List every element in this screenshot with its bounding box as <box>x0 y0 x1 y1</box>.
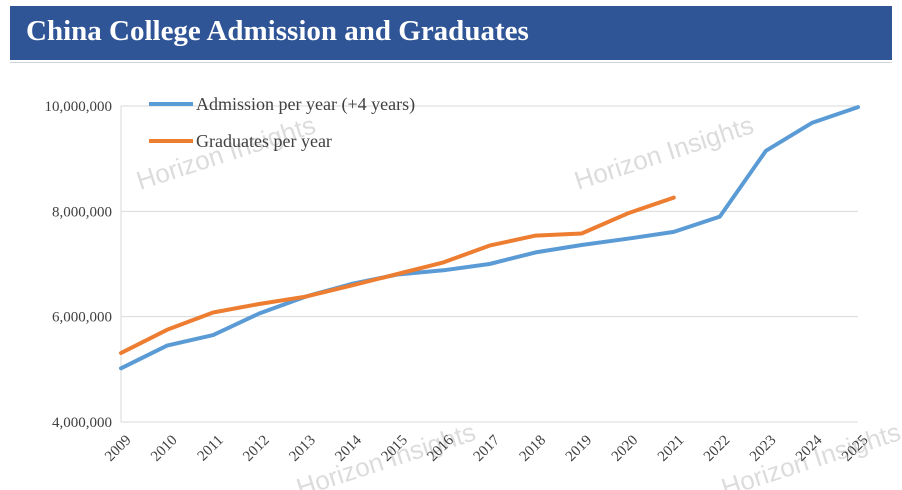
y-axis-ticks: 4,000,000 6,000,000 8,000,000 10,000,000 <box>45 99 113 431</box>
y-tick-label: 10,000,000 <box>45 99 113 115</box>
x-tick-label: 2021 <box>655 432 688 465</box>
x-tick-label: 2020 <box>609 432 642 465</box>
watermarks: Horizon Insights Horizon InsightsHorizon … <box>133 110 902 490</box>
x-axis-ticks: 2009 2010 2011 2012 2013 2014 2015 2016 2017 2018… <box>102 432 872 465</box>
x-tick-label: 2012 <box>240 432 273 465</box>
x-tick-label: 2013 <box>286 432 319 465</box>
page-title: China College Admission and Graduates <box>26 15 529 47</box>
watermark-text: Horizon Insights <box>571 110 758 196</box>
title-divider <box>10 62 892 63</box>
y-tick-label: 8,000,000 <box>52 204 112 220</box>
legend-label: Graduates per year <box>196 131 332 151</box>
y-tick-label: 4,000,000 <box>52 415 112 431</box>
x-tick-label: 2009 <box>102 432 135 465</box>
x-tick-label: 2019 <box>563 432 596 465</box>
x-tick-label: 2011 <box>195 432 227 464</box>
x-tick-label: 2022 <box>701 432 734 465</box>
legend-label: Admission per year (+4 years) <box>196 94 415 115</box>
x-tick-label: 2010 <box>148 432 181 465</box>
watermark-text: Horizon Insights <box>133 110 320 196</box>
legend: Admission per year (+4 years) Graduates p… <box>149 94 415 151</box>
series-lines <box>119 105 860 371</box>
y-tick-label: 6,000,000 <box>52 310 112 326</box>
title-bar: China College Admission and Graduates <box>10 6 892 60</box>
x-tick-label: 2018 <box>517 432 550 465</box>
series-line-2 <box>119 195 676 355</box>
